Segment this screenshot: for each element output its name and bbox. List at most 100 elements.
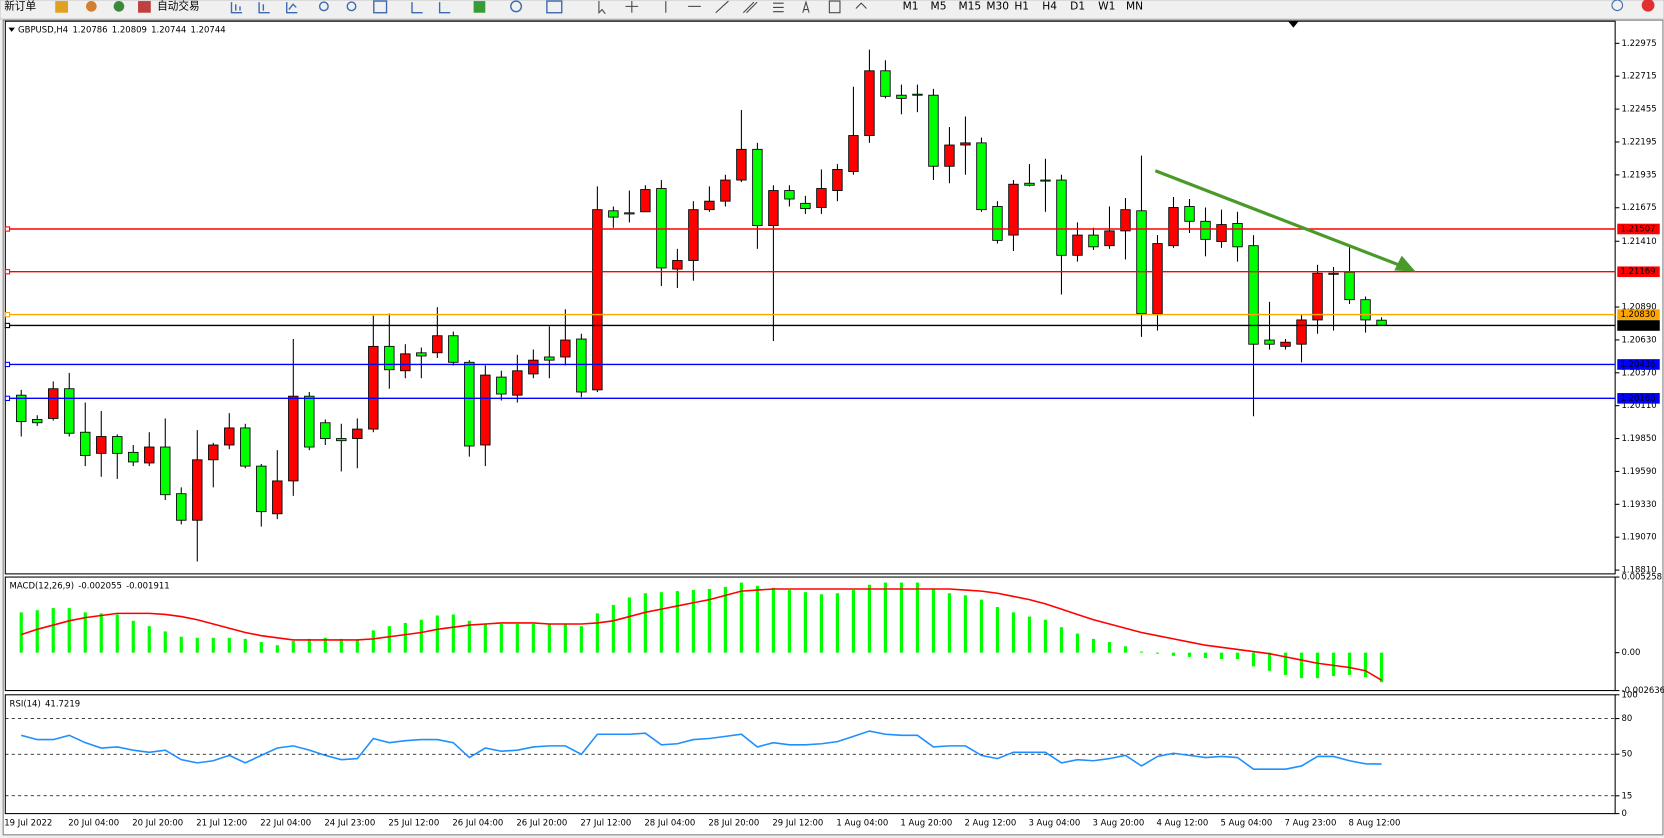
price-level-tag-bg — [1617, 393, 1660, 404]
timeframe-button[interactable]: M5 — [931, 0, 947, 12]
candle-body — [432, 335, 443, 354]
macd-bar — [947, 593, 952, 653]
icon[interactable] — [473, 1, 486, 13]
macd-bar — [291, 640, 295, 653]
icon[interactable] — [230, 2, 243, 14]
macd-bar — [1075, 633, 1080, 653]
icon[interactable] — [742, 1, 758, 14]
draw-tools[interactable] — [598, 0, 867, 15]
icon[interactable] — [411, 2, 423, 14]
y-tick-label: 1.22195 — [1622, 137, 1657, 147]
y-tick-label: 1.19590 — [1622, 467, 1657, 477]
macd-bar — [419, 619, 423, 653]
timeframe-button[interactable]: H4 — [1042, 0, 1057, 12]
icon[interactable] — [346, 1, 357, 12]
candle-body — [672, 260, 683, 270]
macd-bar — [131, 620, 135, 653]
candle-body — [512, 370, 523, 396]
icon[interactable] — [55, 1, 68, 13]
x-tick-label: 7 Aug 23:00 — [1285, 819, 1337, 829]
candle-body — [32, 419, 43, 424]
macd-bar — [1155, 652, 1160, 654]
y-tick-label: 50 — [1622, 750, 1633, 760]
icon[interactable] — [773, 2, 784, 13]
macd-bar — [979, 599, 984, 653]
timeframe-button[interactable]: W1 — [1098, 0, 1115, 12]
macd-bar — [995, 607, 1000, 653]
icon[interactable] — [715, 0, 729, 14]
macd-bar — [1219, 652, 1224, 660]
icon[interactable] — [86, 1, 97, 12]
macd-bar — [1235, 652, 1240, 660]
search-icon[interactable] — [1611, 0, 1624, 12]
timeframe-button[interactable]: MN — [1126, 0, 1143, 12]
title-part: 41.7219 — [45, 699, 80, 709]
icon[interactable] — [855, 2, 867, 9]
macd-bar — [259, 642, 263, 653]
candle-body — [1104, 230, 1115, 247]
candle-body — [1088, 234, 1099, 248]
new-order-button[interactable]: 新订单 — [4, 0, 36, 12]
macd-bar — [211, 637, 215, 653]
timeframe-button[interactable]: M15 — [958, 0, 981, 12]
tool-icons[interactable] — [230, 0, 563, 14]
macd-bar — [915, 582, 920, 653]
notification-badge[interactable] — [1641, 0, 1655, 12]
candle-body — [128, 451, 139, 463]
candle-body — [1232, 223, 1243, 248]
y-tick-label: 0 — [1622, 809, 1627, 819]
icon[interactable] — [286, 2, 298, 14]
macd-bar — [51, 608, 55, 653]
macd-bar — [99, 613, 103, 653]
macd-bar — [931, 588, 936, 653]
x-tick-label: 3 Aug 04:00 — [1028, 819, 1080, 829]
candle-body — [336, 438, 347, 442]
macd-bar — [1059, 627, 1064, 653]
timeframe-button[interactable]: M1 — [903, 0, 919, 12]
title-arrow — [8, 27, 15, 32]
icon[interactable] — [802, 0, 810, 13]
icon[interactable] — [625, 1, 639, 13]
auto-trade-button[interactable]: 自动交易 — [157, 0, 199, 12]
timeframe-button[interactable]: M30 — [986, 0, 1009, 12]
x-tick-label: 2 Aug 12:00 — [964, 819, 1016, 829]
timeframe-button[interactable]: D1 — [1070, 0, 1085, 12]
macd-bar — [851, 590, 856, 653]
macd-bar — [323, 637, 327, 653]
candle-body — [832, 169, 843, 191]
icon[interactable] — [510, 0, 523, 13]
timeframe-button[interactable]: H1 — [1014, 0, 1029, 12]
macd-bar — [691, 590, 695, 653]
candle-body — [48, 388, 59, 419]
icon[interactable] — [438, 2, 451, 14]
price-level-handle — [4, 361, 11, 368]
icon[interactable] — [373, 0, 388, 14]
icon[interactable] — [138, 1, 151, 13]
candle-body — [576, 338, 587, 393]
x-tick-label: 28 Jul 20:00 — [708, 819, 759, 829]
icon[interactable] — [258, 2, 270, 14]
price-level-tag: 1.21169 — [1620, 267, 1655, 277]
macd-bar — [1091, 638, 1096, 653]
icon[interactable] — [546, 0, 563, 14]
candle-body — [720, 179, 731, 202]
icon[interactable] — [113, 1, 125, 12]
macd-bar — [867, 584, 872, 653]
icon[interactable] — [598, 1, 606, 15]
macd-bar — [579, 626, 583, 653]
macd-bar — [243, 638, 247, 653]
plot-layer: 1.22975 1.22715 1.22455 1.22195 1.21935 1.216… — [4, 25, 1664, 828]
candle-body — [752, 148, 763, 227]
macd-bar — [595, 613, 599, 653]
macd-pane — [4, 576, 1616, 692]
candle-body — [1200, 220, 1211, 240]
icon[interactable] — [318, 1, 329, 12]
candle-body — [880, 70, 891, 97]
candle-body — [704, 200, 715, 211]
candle-body — [1264, 339, 1275, 345]
title-part: 1.20744 — [191, 25, 226, 35]
icon[interactable] — [828, 0, 841, 14]
x-tick-label: 27 Jul 12:00 — [580, 819, 631, 829]
candle-body — [688, 209, 699, 261]
